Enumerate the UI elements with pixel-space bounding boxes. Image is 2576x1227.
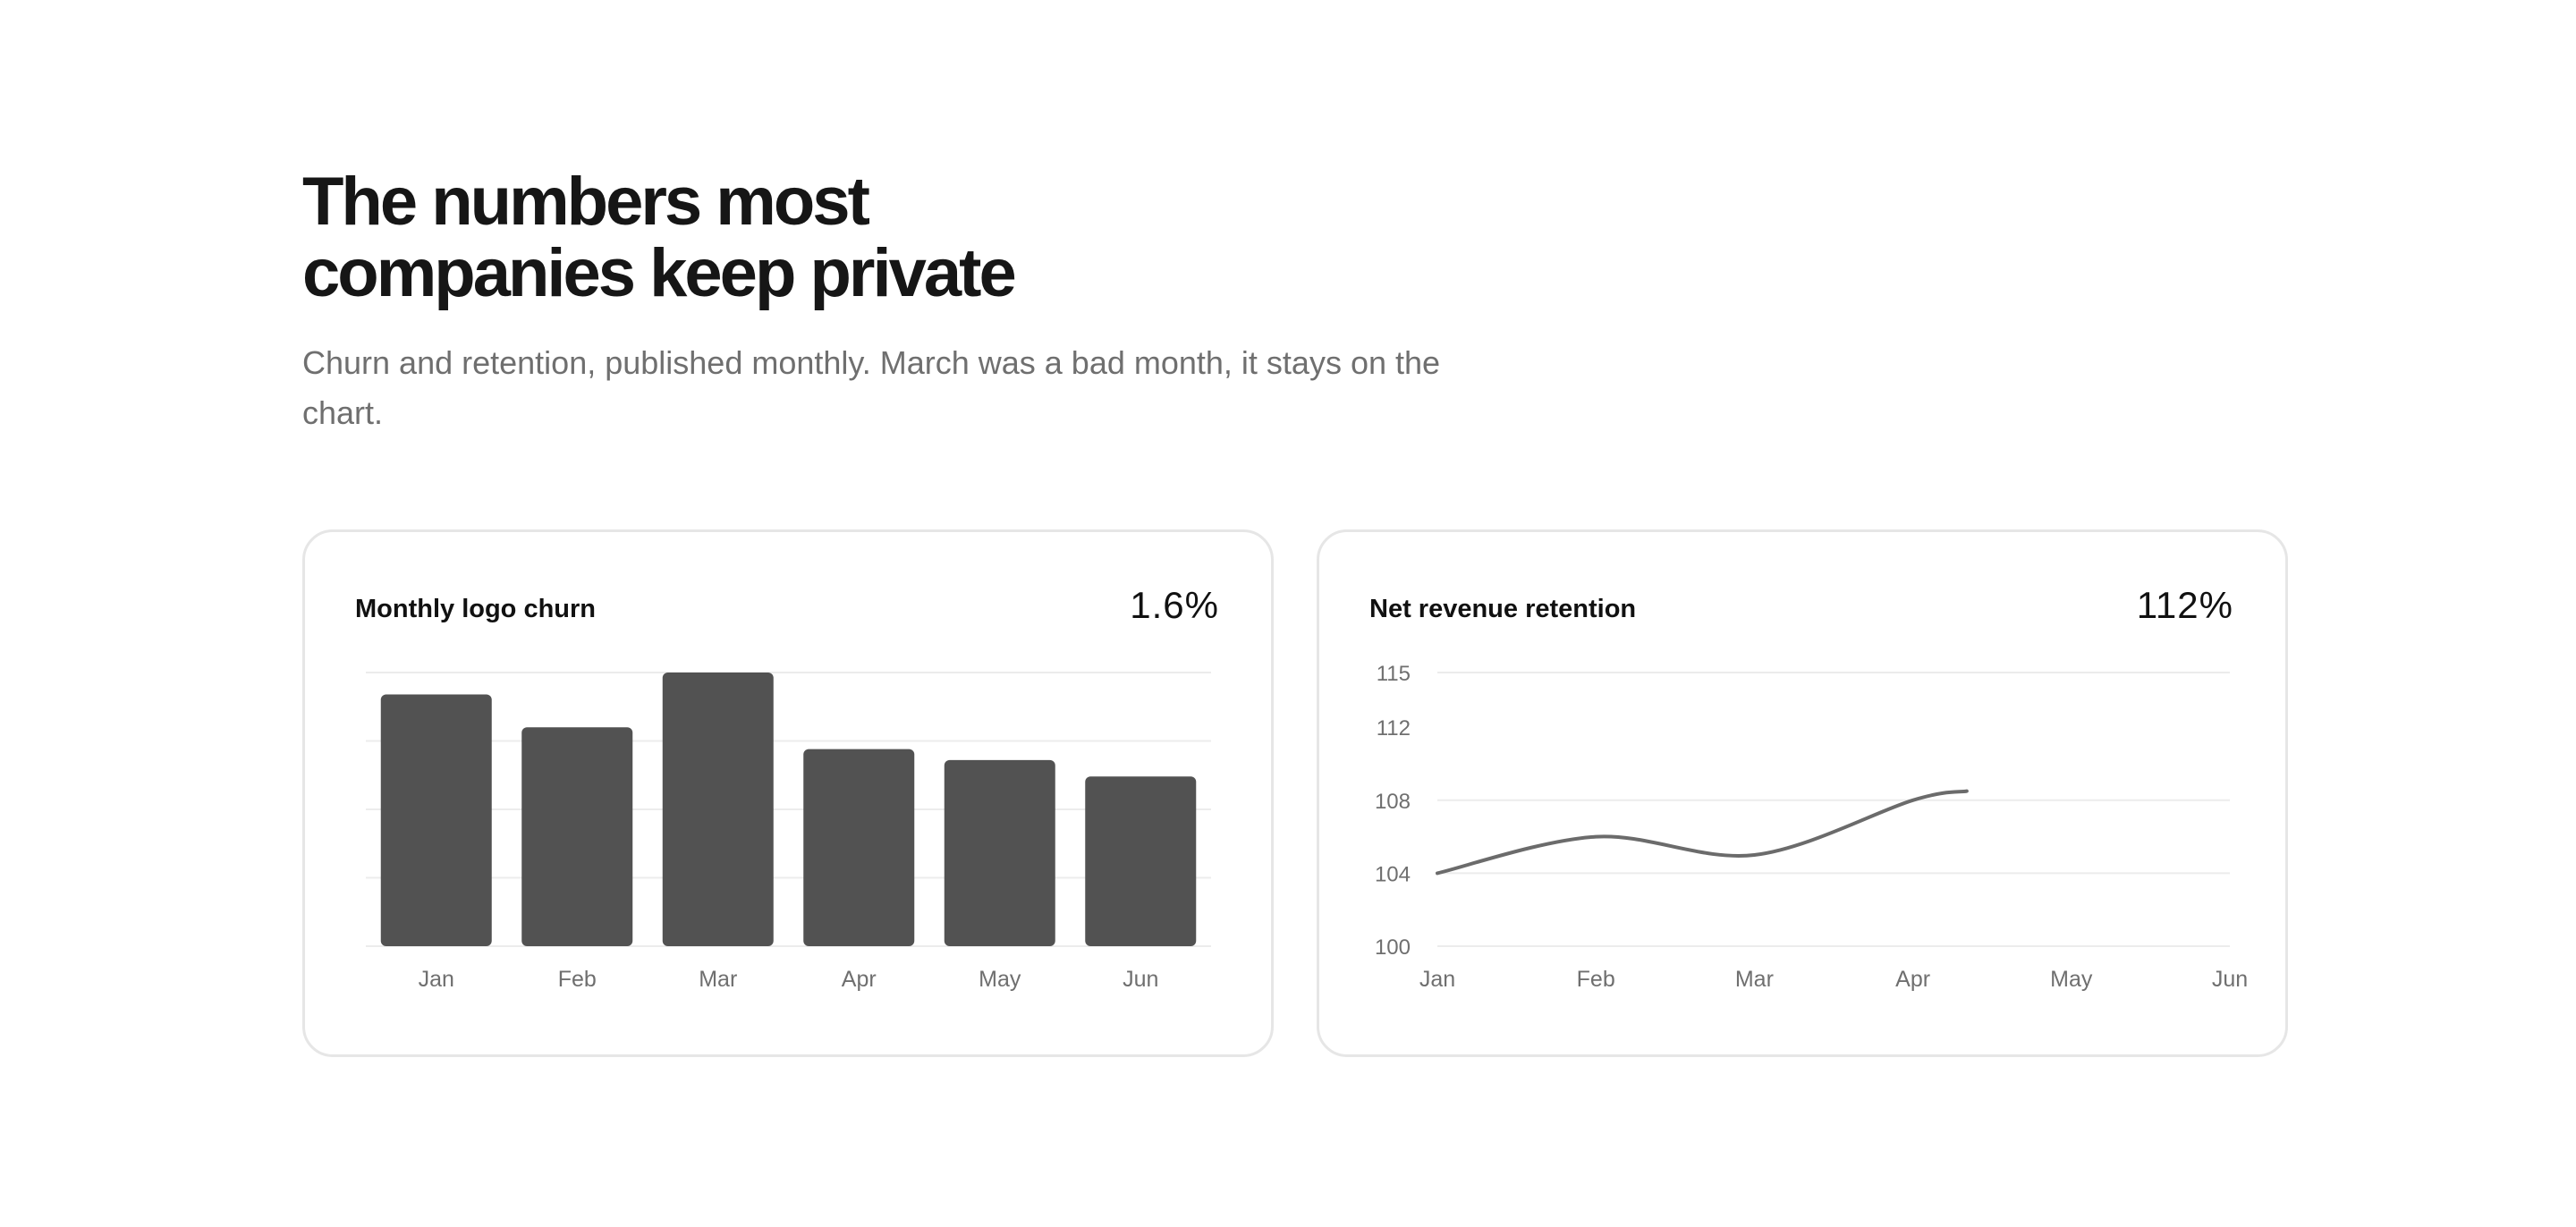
retention-card-value: 112% bbox=[2136, 584, 2233, 626]
x-tick-label: May bbox=[979, 967, 1021, 992]
bar-mar bbox=[662, 673, 774, 946]
bar-apr bbox=[803, 749, 915, 946]
page-title: The numbers most companies keep private bbox=[302, 166, 1555, 309]
x-tick-label: Jun bbox=[2212, 967, 2248, 992]
y-tick-label: 112 bbox=[1377, 716, 1411, 740]
bar-jun bbox=[1085, 776, 1197, 946]
x-tick-label: Apr bbox=[1895, 967, 1930, 992]
bar-jan bbox=[380, 694, 492, 946]
x-tick-label: Jan bbox=[1419, 967, 1455, 992]
retention-line-chart: 100 104 108 112 115 Jan Feb Mar Apr May Jun bbox=[1375, 662, 2248, 992]
x-tick-label: Mar bbox=[1735, 967, 1774, 992]
y-tick-label: 104 bbox=[1375, 862, 1411, 886]
x-tick-label: Jan bbox=[419, 967, 454, 992]
retention-series-line bbox=[1436, 789, 1969, 876]
y-tick-label: 108 bbox=[1375, 790, 1411, 814]
hero-section: The numbers most companies keep private … bbox=[302, 166, 1555, 438]
bar-may bbox=[944, 759, 1055, 946]
bar-feb bbox=[521, 727, 633, 946]
retention-card: Net revenue retention 112% 100 104 108 112 1… bbox=[1317, 529, 2288, 1057]
x-tick-label: Jun bbox=[1123, 967, 1158, 992]
x-tick-label: May bbox=[2050, 967, 2093, 992]
x-tick-label: Feb bbox=[1577, 967, 1615, 992]
churn-bar-chart: Jan Feb Mar Apr May Jun bbox=[366, 672, 1211, 992]
churn-card: Monthly logo churn 1.6% Jan Feb Mar Apr May J… bbox=[302, 529, 1274, 1057]
x-tick-label: Mar bbox=[699, 967, 737, 992]
page-title-line-1: The numbers most bbox=[302, 164, 870, 240]
y-tick-label: 115 bbox=[1377, 662, 1411, 686]
x-tick-label: Feb bbox=[558, 967, 597, 992]
churn-card-value: 1.6% bbox=[1130, 584, 1219, 626]
churn-card-title: Monthly logo churn bbox=[355, 595, 597, 623]
page-subtitle: Churn and retention, published monthly. … bbox=[302, 344, 1441, 431]
page-title-line-2: companies keep private bbox=[302, 235, 1017, 311]
y-tick-label: 100 bbox=[1375, 935, 1411, 960]
x-tick-label: Apr bbox=[842, 967, 877, 992]
retention-card-title: Net revenue retention bbox=[1369, 595, 1637, 623]
